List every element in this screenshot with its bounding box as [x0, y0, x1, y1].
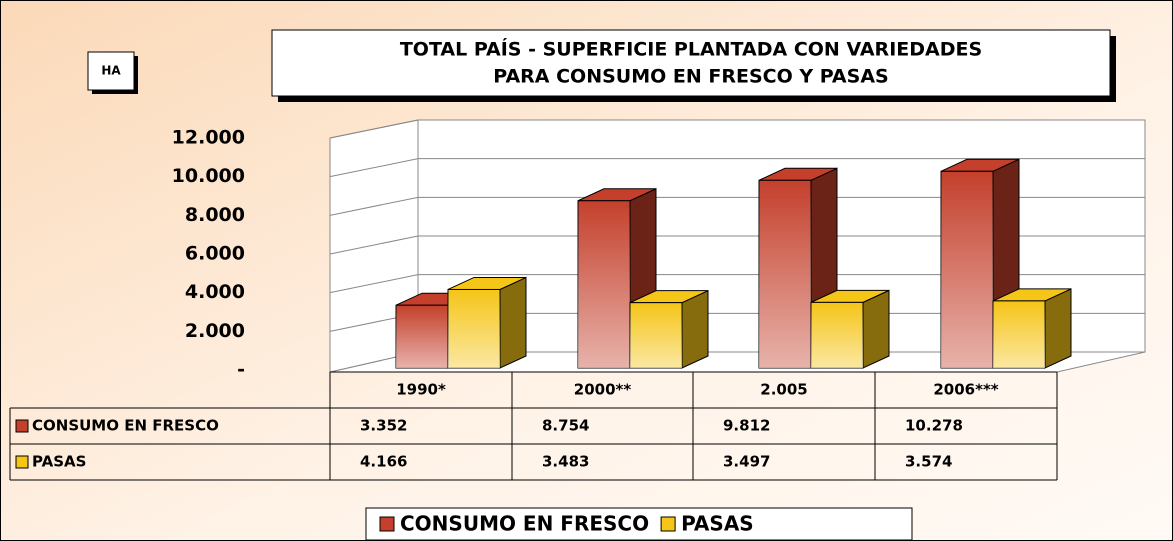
legend-label: PASAS [681, 512, 754, 536]
grid-line [329, 274, 1145, 294]
y-tick-label: 8.000 [185, 204, 245, 226]
legend-key [379, 516, 395, 532]
bar-side-shade [863, 290, 889, 368]
table-row-label: PASAS [32, 453, 86, 471]
x-tick-label: 1990* [396, 381, 446, 399]
bar-side-shade [682, 290, 708, 368]
table-value: 10.278 [905, 417, 963, 435]
table-value: 8.754 [542, 417, 589, 435]
bar-shine [396, 305, 448, 368]
y-axis-label: HA [101, 64, 121, 78]
legend-key [15, 455, 29, 469]
bar-shine [759, 180, 811, 368]
table-value: 9.812 [723, 417, 770, 435]
grid-line [329, 158, 1145, 178]
y-tick-label: 6.000 [185, 243, 245, 265]
y-tick-label: 4.000 [185, 281, 245, 303]
table-value: 3.483 [542, 453, 589, 471]
x-tick-label: 2000** [574, 381, 632, 399]
bar-shine [578, 200, 630, 368]
table-value: 3.352 [360, 417, 407, 435]
y-tick-label: 12.000 [172, 127, 245, 149]
chart-title: TOTAL PAÍS - SUPERFICIE PLANTADA CON VAR… [400, 38, 982, 61]
y-tick-label: - [237, 359, 245, 381]
table-value: 3.574 [905, 453, 952, 471]
x-tick-label: 2006*** [933, 381, 998, 399]
bar-shine [941, 171, 993, 368]
grid-line [329, 235, 1145, 255]
table-value: 3.497 [723, 453, 770, 471]
grid-line [329, 196, 1145, 216]
bar-shine [811, 302, 863, 368]
legend-key [660, 516, 676, 532]
bar-shine [993, 300, 1045, 368]
bar-shine [630, 302, 682, 368]
legend-label: CONSUMO EN FRESCO [400, 512, 649, 536]
table-value: 4.166 [360, 453, 407, 471]
y-tick-label: 10.000 [172, 165, 245, 187]
x-tick-label: 2.005 [760, 381, 807, 399]
legend-box [365, 507, 913, 541]
y-tick-label: 2.000 [185, 320, 245, 342]
bar-side-shade [1045, 288, 1071, 368]
chart-title: PARA CONSUMO EN FRESCO Y PASAS [493, 66, 888, 88]
bar-shine [448, 289, 500, 368]
legend-key [15, 419, 29, 433]
bar-side-shade [500, 277, 526, 368]
ylabel-box [87, 51, 135, 91]
table-row-label: CONSUMO EN FRESCO [32, 417, 219, 435]
grid-line [329, 119, 1145, 139]
title-box [271, 29, 1111, 97]
